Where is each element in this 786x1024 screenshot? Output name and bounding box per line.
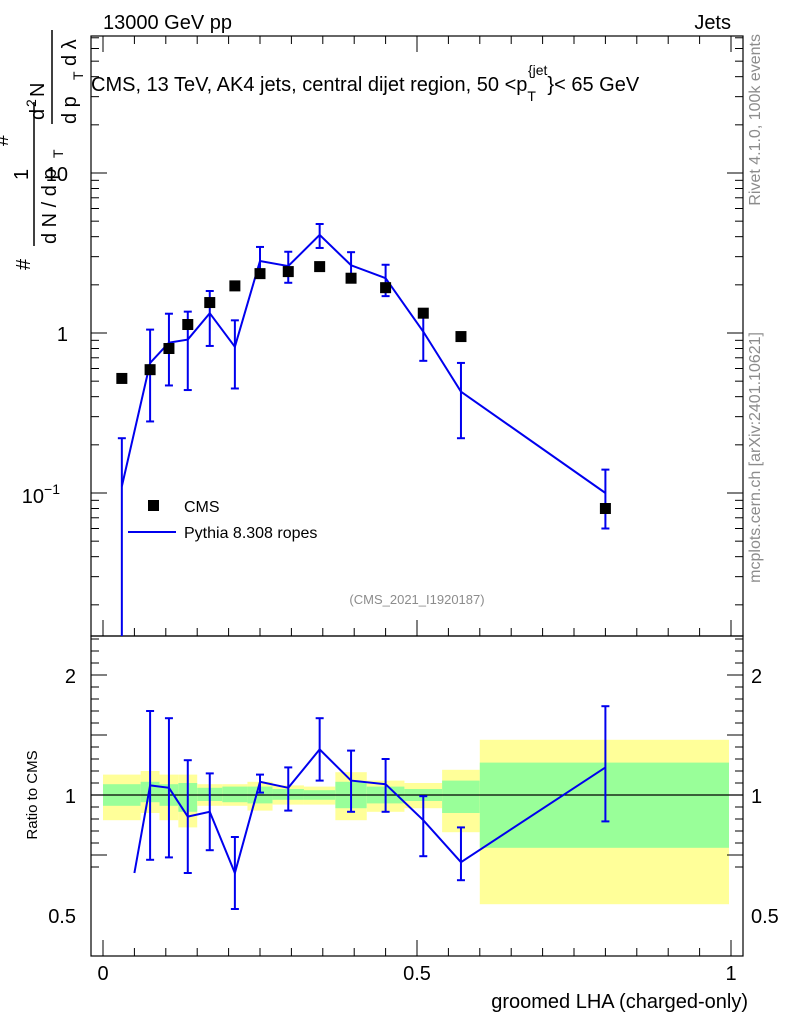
x-tick-label-0.5: 0.5 <box>403 963 431 985</box>
cms-data-point <box>116 372 128 384</box>
cms-data-point <box>229 280 241 292</box>
legend-label-data: CMS <box>184 499 220 516</box>
main-plot-marks <box>116 223 611 636</box>
y-tick-label-0.1: 10−1 <box>22 481 60 508</box>
svg-text:d λ: d λ <box>59 39 81 66</box>
x-tick-label-0: 0 <box>97 963 108 985</box>
ratio-mc-line <box>133 747 606 877</box>
cms-data-point <box>254 268 266 280</box>
cms-data-point <box>380 282 392 294</box>
cms-data-point <box>599 503 611 515</box>
process-label: Jets <box>694 12 731 34</box>
y-axis-label-ratio: Ratio to CMS <box>24 750 41 839</box>
ratio-tick-left-1: 1 <box>65 786 76 808</box>
svg-text:2: 2 <box>23 99 39 107</box>
cms-data-point <box>204 297 216 309</box>
svg-text:d p: d p <box>59 96 81 124</box>
svg-text:d: d <box>27 109 49 120</box>
cms-data-point <box>314 261 326 273</box>
x-tick-label-1: 1 <box>725 963 736 985</box>
svg-text:T: T <box>70 71 86 80</box>
svg-text:T: T <box>50 149 66 158</box>
svg-text:1: 1 <box>11 169 33 180</box>
svg-text:d N / d p: d N / d p <box>39 168 61 244</box>
cms-data-point <box>455 331 467 343</box>
x-axis-label: groomed LHA (charged-only) <box>491 991 748 1013</box>
y-axis-label-main: # 1 d N / d p T # d 2 N d p T d λ <box>0 30 86 270</box>
cms-data-point <box>144 364 156 376</box>
analysis-tag: (CMS_2021_I1920187) <box>349 592 484 607</box>
ratio-band-inner <box>222 786 248 803</box>
plot-title: CMS, 13 TeV, AK4 jets, central dijet reg… <box>91 62 640 104</box>
cms-data-point <box>163 343 175 355</box>
ratio-plot-marks <box>133 705 610 910</box>
mcplots-label: mcplots.cern.ch [arXiv:2401.10621] <box>747 332 764 583</box>
y-tick-label-10: 10 <box>46 164 68 186</box>
legend: CMS Pythia 8.308 ropes <box>128 499 317 542</box>
y-tick-label-1: 1 <box>57 324 68 346</box>
svg-text:#: # <box>13 258 35 270</box>
ratio-uncertainty-bands <box>91 739 743 905</box>
ratio-tick-left-0.5: 0.5 <box>48 906 76 928</box>
energy-label: 13000 GeV pp <box>103 12 232 34</box>
svg-text:#: # <box>0 134 13 146</box>
axis-ticks <box>91 36 743 956</box>
cms-data-point <box>282 266 294 278</box>
rivet-label: Rivet 4.1.0, 100k events <box>747 34 764 206</box>
cms-data-point <box>417 307 429 319</box>
cms-data-point <box>345 272 357 284</box>
ratio-tick-right-2: 2 <box>751 666 762 688</box>
mc-line <box>120 233 606 494</box>
ratio-tick-right-0.5: 0.5 <box>751 906 779 928</box>
ratio-tick-left-2: 2 <box>65 666 76 688</box>
cms-data-point <box>182 319 194 331</box>
legend-marker-data <box>148 500 159 511</box>
legend-label-mc: Pythia 8.308 ropes <box>184 525 317 542</box>
ratio-band-inner <box>442 780 480 813</box>
ratio-tick-right-1: 1 <box>751 786 762 808</box>
main-plot-frame <box>90 35 744 637</box>
svg-text:N: N <box>27 83 49 97</box>
